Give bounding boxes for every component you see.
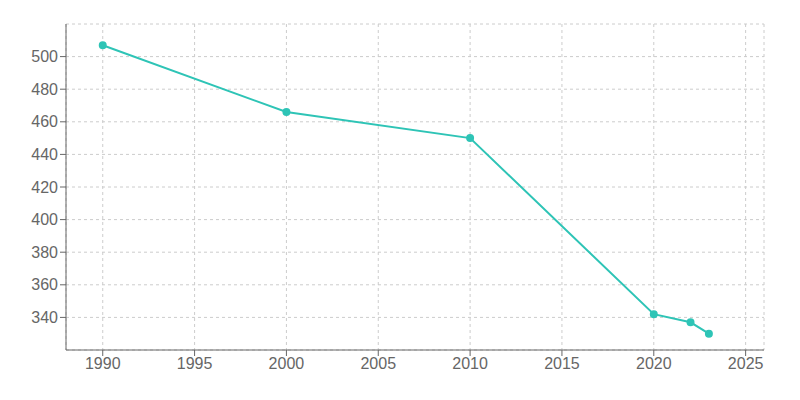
svg-text:2020: 2020: [636, 355, 672, 372]
svg-text:2025: 2025: [728, 355, 764, 372]
svg-text:2005: 2005: [360, 355, 396, 372]
svg-text:1995: 1995: [177, 355, 213, 372]
svg-text:460: 460: [31, 113, 58, 130]
svg-text:2010: 2010: [452, 355, 488, 372]
svg-text:1990: 1990: [85, 355, 121, 372]
svg-text:2000: 2000: [269, 355, 305, 372]
svg-text:440: 440: [31, 146, 58, 163]
svg-text:480: 480: [31, 81, 58, 98]
svg-text:420: 420: [31, 179, 58, 196]
svg-text:380: 380: [31, 244, 58, 261]
svg-text:340: 340: [31, 309, 58, 326]
svg-text:400: 400: [31, 211, 58, 228]
svg-text:2015: 2015: [544, 355, 580, 372]
svg-text:360: 360: [31, 276, 58, 293]
svg-text:500: 500: [31, 48, 58, 65]
